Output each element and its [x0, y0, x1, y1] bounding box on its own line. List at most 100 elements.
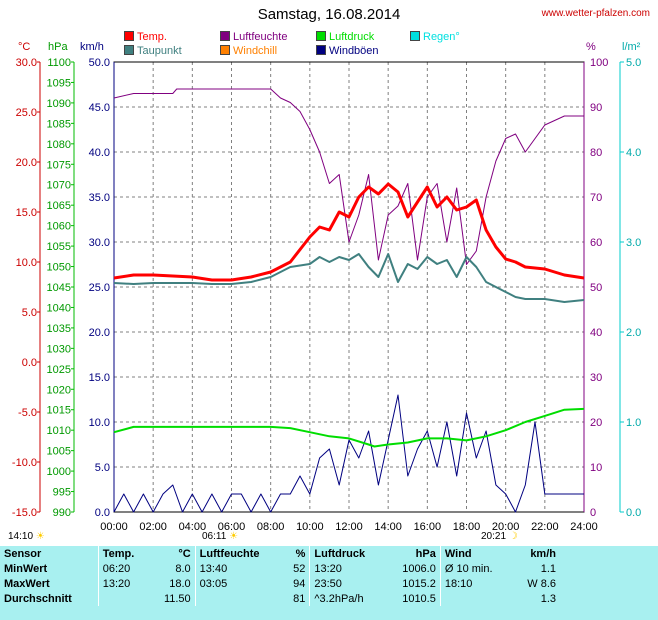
- wind-tick-label: 35.0: [89, 192, 110, 204]
- pressure-tick-label: 1075: [47, 159, 71, 171]
- x-tick-label: 02:00: [139, 521, 167, 533]
- x-tick-label: 24:00: [570, 521, 598, 533]
- temp-tick-label: -10.0: [12, 457, 37, 469]
- legend-item: Regen°: [410, 31, 460, 43]
- humidity-tick-label: 50: [590, 282, 602, 294]
- table-cell: 23:50: [309, 576, 387, 591]
- series-line-taupunkt: [113, 253, 585, 303]
- legend-swatch: [316, 45, 326, 55]
- pressure-tick-label: 1065: [47, 200, 71, 212]
- table-cell: 1.3: [540, 592, 556, 605]
- legend-label: Windböen: [329, 45, 379, 57]
- x-tick-label: 18:00: [453, 521, 481, 533]
- table-cell: 1006.0: [402, 562, 436, 575]
- pressure-tick-label: 1090: [47, 98, 71, 110]
- rain-tick-label: 3.0: [626, 237, 641, 249]
- rain-tick-label: 1.0: [626, 417, 641, 429]
- wind-tick-label: 0.0: [95, 507, 110, 519]
- temp-tick-label: -5.0: [18, 407, 37, 419]
- table-cell: MaxWert: [4, 577, 50, 590]
- legend-item: Luftdruck: [316, 31, 374, 43]
- pressure-tick-label: 995: [53, 487, 71, 499]
- table-cell: 8.0: [175, 562, 191, 575]
- wind-tick-label: 50.0: [89, 57, 110, 69]
- table-cell: 13:40: [194, 561, 284, 576]
- legend-item: Windchill: [220, 45, 277, 57]
- pressure-tick-label: 1015: [47, 405, 71, 417]
- sunrise-left-label: 14:10 ☀: [8, 531, 45, 542]
- table-cell: [194, 591, 284, 606]
- table-cell: [97, 591, 150, 606]
- pressure-tick-label: 1040: [47, 302, 71, 314]
- humidity-tick-label: 20: [590, 417, 602, 429]
- temp-tick-label: 25.0: [16, 107, 37, 119]
- table-cell: 52: [293, 562, 306, 575]
- temp-unit-label: °C: [18, 41, 31, 53]
- humidity-unit-label: %: [586, 41, 596, 53]
- legend-swatch: [410, 31, 420, 41]
- pressure-tick-label: 1035: [47, 323, 71, 335]
- table-cell: 13:20: [309, 561, 387, 576]
- table-cell: 81: [293, 592, 306, 605]
- legend-item: Temp.: [124, 31, 167, 43]
- table-header: Temp.: [97, 546, 150, 561]
- table-header-row: Sensor Temp. °C Luftfeuchte % Luftdruck …: [0, 546, 560, 561]
- series-line-windböen: [113, 394, 584, 513]
- table-header: km/h: [530, 547, 556, 560]
- pressure-tick-label: 1055: [47, 241, 71, 253]
- legend-item: Luftfeuchte: [220, 31, 287, 43]
- site-link[interactable]: www.wetter-pfalzen.com: [541, 8, 650, 19]
- temp-tick-label: -15.0: [12, 507, 37, 519]
- temp-tick-label: 0.0: [22, 357, 37, 369]
- x-tick-label: 20:00: [492, 521, 520, 533]
- x-tick-label: 06:00: [218, 521, 246, 533]
- legend-label: Luftdruck: [329, 31, 375, 43]
- rain-tick-label: 5.0: [626, 57, 641, 69]
- table-cell: Durchschnitt: [4, 592, 72, 605]
- temp-tick-label: 30.0: [16, 57, 37, 69]
- table-header: Wind: [439, 546, 513, 561]
- x-tick-label: 04:00: [179, 521, 207, 533]
- legend-label: Regen°: [423, 31, 460, 43]
- legend-label: Temp.: [137, 31, 167, 43]
- chart-title: Samstag, 16.08.2014: [257, 6, 401, 23]
- humidity-tick-label: 0: [590, 507, 596, 519]
- legend-swatch: [220, 31, 230, 41]
- table-row: MaxWert 13:20 18.0 03:05 94 23:50 1015.2…: [0, 576, 560, 591]
- table-header: hPa: [415, 547, 436, 560]
- temp-tick-label: 5.0: [22, 307, 37, 319]
- humidity-tick-label: 10: [590, 462, 602, 474]
- stats-table: Sensor Temp. °C Luftfeuchte % Luftdruck …: [0, 546, 658, 620]
- x-tick-label: 22:00: [531, 521, 559, 533]
- table-cell: ^3.2hPa/h: [309, 591, 387, 606]
- legend-swatch: [124, 31, 134, 41]
- humidity-tick-label: 70: [590, 192, 602, 204]
- temp-tick-label: 15.0: [16, 207, 37, 219]
- table-cell: 94: [293, 577, 306, 590]
- table-header: °C: [178, 547, 191, 560]
- humidity-tick-label: 60: [590, 237, 602, 249]
- table-header: Luftdruck: [309, 546, 387, 561]
- series-line-luftdruck: [113, 407, 585, 448]
- legend-label: Taupunkt: [137, 45, 182, 57]
- pressure-tick-label: 1010: [47, 425, 71, 437]
- rain-tick-label: 2.0: [626, 327, 641, 339]
- pressure-tick-label: 1025: [47, 364, 71, 376]
- pressure-tick-label: 1045: [47, 282, 71, 294]
- legend-swatch: [124, 45, 134, 55]
- table-cell: 1015.2: [402, 577, 436, 590]
- legend-item: Taupunkt: [124, 45, 182, 57]
- rain-tick-label: 4.0: [626, 147, 641, 159]
- humidity-tick-label: 90: [590, 102, 602, 114]
- humidity-tick-label: 80: [590, 147, 602, 159]
- table-cell: 1010.5: [402, 592, 436, 605]
- x-tick-label: 12:00: [335, 521, 363, 533]
- pressure-tick-label: 1030: [47, 343, 71, 355]
- table-cell: MinWert: [4, 562, 48, 575]
- table-cell: 1.1: [540, 562, 556, 575]
- wind-tick-label: 5.0: [95, 462, 110, 474]
- pressure-tick-label: 1095: [47, 77, 71, 89]
- wind-unit-label: km/h: [80, 41, 104, 53]
- x-tick-label: 08:00: [257, 521, 285, 533]
- pressure-tick-label: 1060: [47, 221, 71, 233]
